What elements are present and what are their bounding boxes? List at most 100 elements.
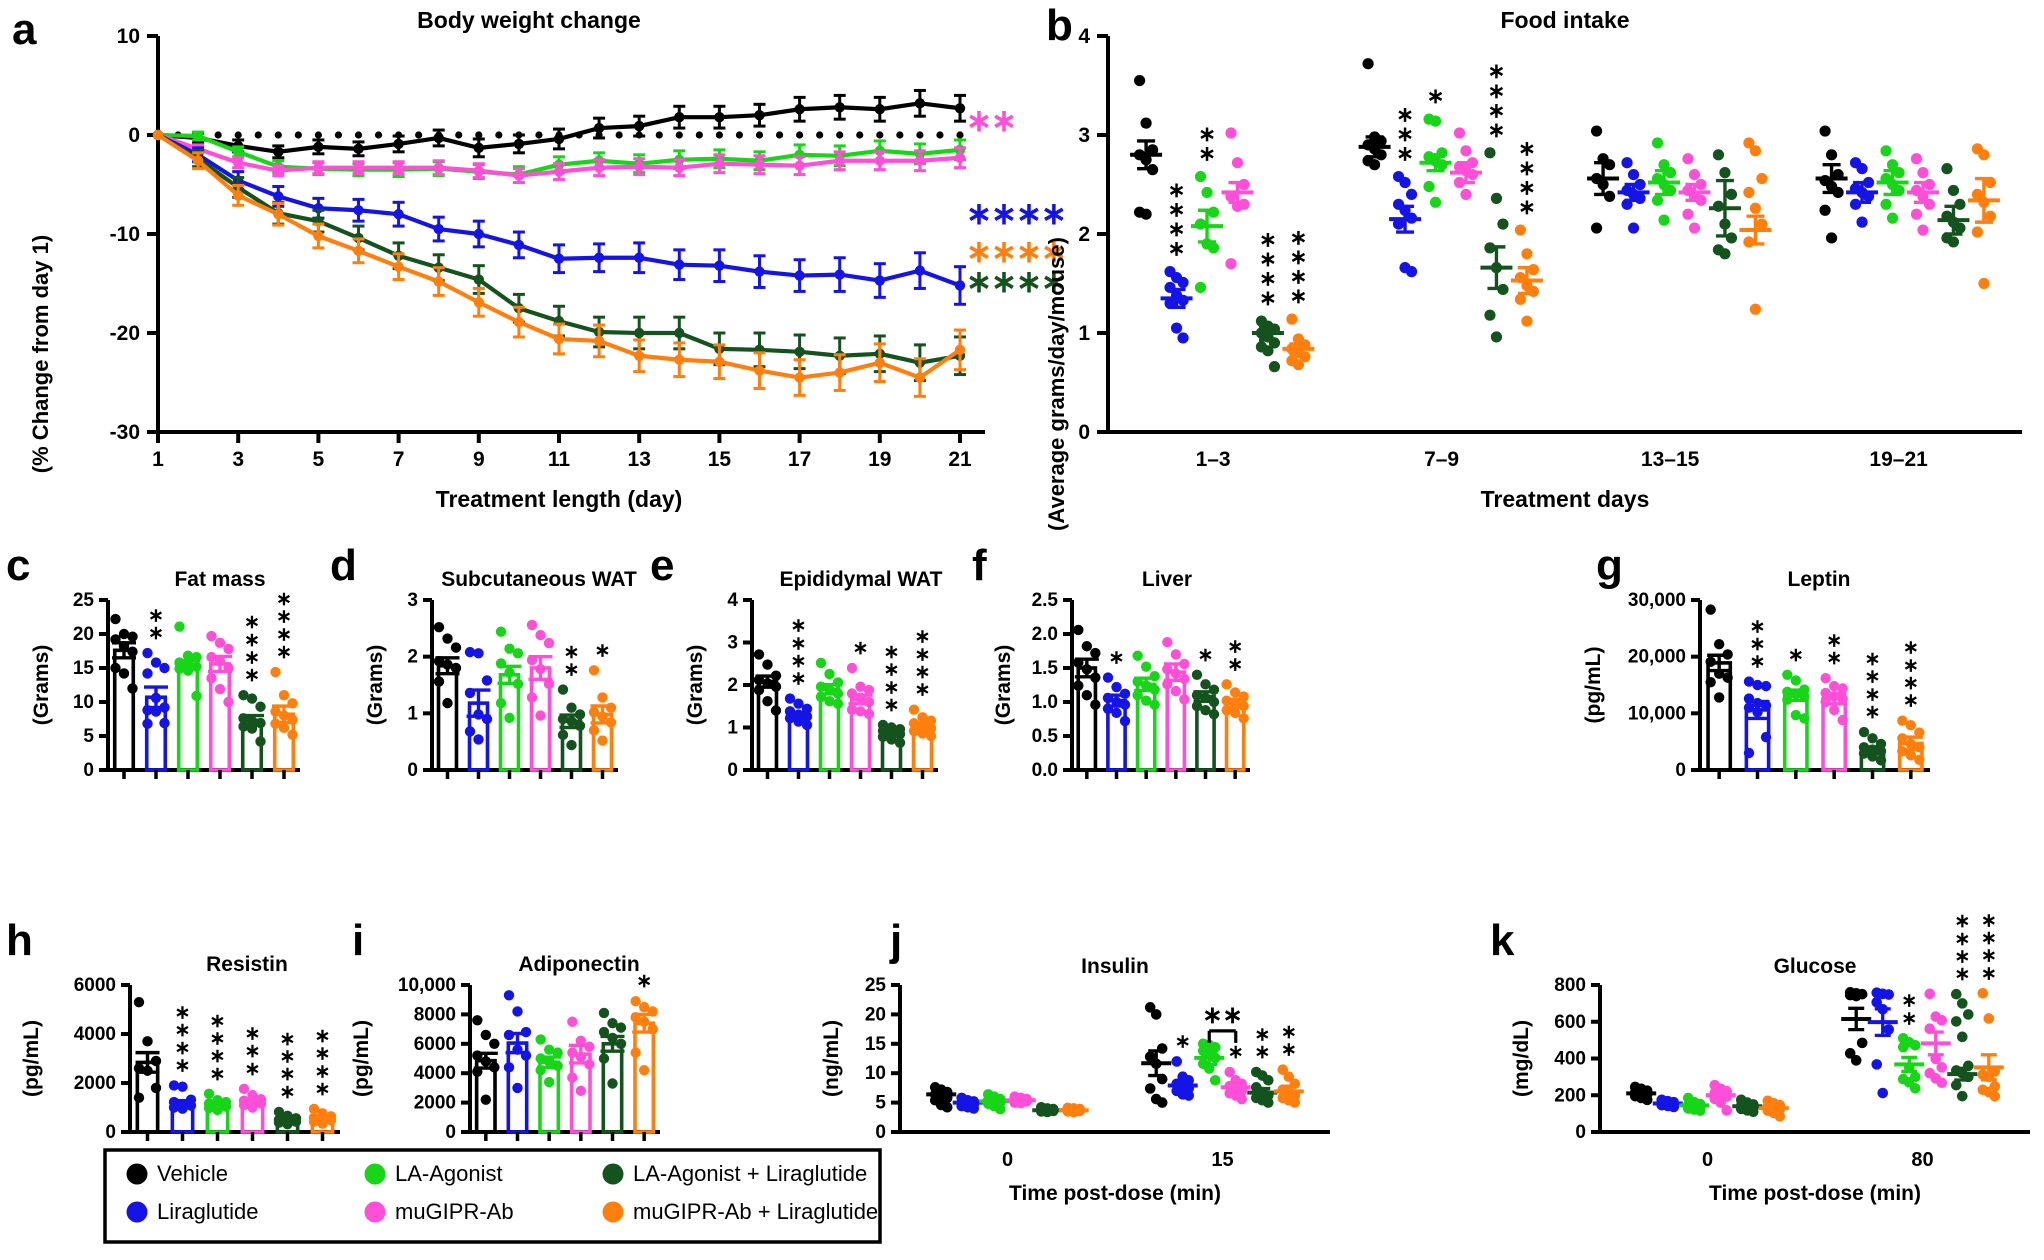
data-point [495, 658, 507, 669]
series-marker [353, 245, 364, 257]
data-point [1978, 277, 1990, 290]
panel-b-xtick: 13–15 [1641, 448, 1700, 471]
series-marker [794, 372, 805, 383]
significance-asterisk: ∗ [1903, 673, 1919, 694]
significance-asterisk: ∗ [148, 605, 164, 626]
series-marker [674, 259, 685, 270]
data-point [503, 990, 515, 1001]
data-point [925, 715, 937, 726]
data-point [1225, 127, 1237, 139]
significance-asterisk: ∗ [1826, 648, 1842, 669]
legend-swatch [126, 1201, 148, 1223]
series-marker [192, 130, 204, 142]
data-point [824, 695, 835, 707]
significance-asterisk: ∗ [1954, 911, 1970, 932]
data-point [1490, 331, 1503, 343]
data-point [1743, 236, 1755, 248]
panel-h-ytick: 2000 [74, 1073, 116, 1094]
data-point [308, 1103, 320, 1115]
series-marker [593, 162, 605, 173]
data-point [1983, 1013, 1995, 1024]
series-marker [433, 162, 444, 173]
panel-a-xtick: 5 [313, 448, 325, 471]
data-point [1883, 989, 1895, 1000]
panel-k-ytick: 200 [1554, 1085, 1586, 1106]
legend-swatch [126, 1163, 148, 1185]
data-point [1194, 281, 1207, 294]
data-point [127, 646, 138, 657]
data-point [1081, 690, 1093, 701]
reference-dot [615, 131, 623, 139]
data-point [255, 736, 266, 747]
data-point [925, 730, 937, 742]
significance-asterisk: ∗ [175, 1002, 191, 1023]
data-point [287, 714, 298, 725]
data-point [464, 646, 476, 658]
panel-k-xlabel: Time post-dose (min) [1709, 1182, 1921, 1205]
data-point [282, 1118, 293, 1130]
data-point [1224, 1066, 1236, 1078]
data-point [1073, 624, 1084, 636]
series-marker [513, 316, 525, 328]
data-point [1658, 214, 1670, 226]
panel-d-ytick: 0 [407, 760, 418, 781]
data-point [1989, 1090, 2001, 1102]
data-point [1119, 699, 1131, 710]
data-point [1871, 996, 1883, 1008]
data-point [597, 711, 608, 722]
data-point [552, 1060, 563, 1072]
panel-e-ytick: 2 [727, 675, 738, 696]
data-point [1828, 691, 1840, 702]
data-point [1191, 700, 1203, 712]
data-point [504, 643, 515, 654]
data-point [1743, 676, 1755, 687]
data-point [784, 693, 796, 704]
data-point [588, 707, 600, 718]
significance-asterisk: ∗ [791, 616, 807, 637]
data-point [1090, 699, 1101, 710]
data-point [1893, 167, 1905, 179]
panel-j-ytick: 5 [875, 1093, 886, 1114]
significance-asterisk: ∗ [1396, 143, 1414, 166]
data-point [127, 683, 138, 694]
data-point [894, 729, 906, 740]
data-point [433, 656, 445, 667]
data-point [203, 1088, 215, 1099]
series-marker [513, 239, 525, 251]
data-point [1144, 1083, 1156, 1094]
data-point [1978, 149, 1990, 161]
series-marker [593, 122, 605, 134]
series-marker [674, 111, 685, 123]
data-point [824, 684, 835, 696]
data-point [1634, 192, 1646, 204]
reference-dot [695, 131, 703, 139]
data-point [824, 668, 835, 680]
data-point [535, 629, 546, 641]
data-point [543, 1056, 555, 1067]
panel-b-ytick: 3 [1078, 124, 1090, 147]
data-point [1191, 669, 1203, 680]
data-point [1856, 163, 1868, 175]
panel-i-ytick: 6000 [414, 1034, 456, 1055]
data-point [1897, 1041, 1909, 1053]
panel-f-ylabel: (Grams) [992, 645, 1015, 726]
panel-e-title: Epididymal WAT [780, 568, 943, 591]
data-point [535, 1065, 546, 1076]
data-point [1897, 733, 1908, 744]
data-point [480, 1029, 492, 1041]
data-point [472, 1015, 483, 1026]
series-marker [794, 346, 805, 358]
data-point [1760, 700, 1772, 711]
series-marker [313, 230, 324, 242]
data-point [464, 726, 476, 737]
data-point [535, 710, 546, 721]
series-marker [634, 161, 645, 172]
data-point [520, 1050, 532, 1061]
panel-a-xtick: 17 [788, 448, 811, 471]
data-point [1146, 144, 1159, 156]
data-point [753, 674, 765, 686]
data-point [238, 721, 249, 732]
panel-f-ytick: 1.5 [1032, 658, 1059, 679]
significance-asterisk: ∗ [1981, 963, 1997, 984]
panel-j-ytick: 20 [865, 1004, 886, 1025]
